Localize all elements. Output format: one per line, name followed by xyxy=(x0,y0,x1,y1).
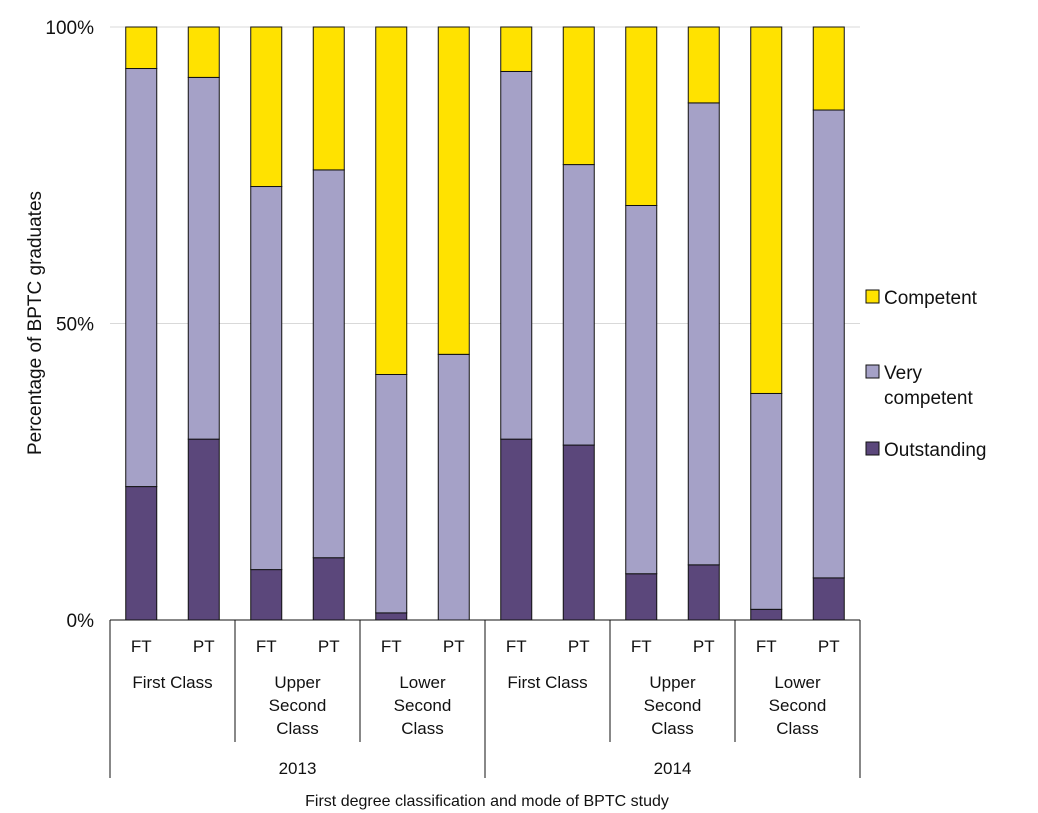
class-group-label: Class xyxy=(276,719,319,738)
legend-swatch xyxy=(865,441,880,456)
bar-segment-very-competent xyxy=(562,164,595,446)
bar-segment-outstanding xyxy=(187,438,220,621)
bar-segment-competent xyxy=(187,26,220,78)
x-tick-label: PT xyxy=(818,637,840,656)
x-tick-label: PT xyxy=(193,637,215,656)
bars xyxy=(125,26,845,621)
class-group-label: Class xyxy=(651,719,694,738)
bar-segment-very-competent xyxy=(312,169,345,559)
bar-segment-competent xyxy=(125,26,158,70)
bar-segment-outstanding xyxy=(687,564,720,621)
class-group-label: Second xyxy=(769,696,827,715)
bar-segment-very-competent xyxy=(750,392,783,610)
legend-label: Very xyxy=(884,363,923,384)
y-tick-label: 0% xyxy=(67,611,95,632)
year-group-label: 2014 xyxy=(654,759,692,778)
bar-segment-outstanding xyxy=(250,569,283,621)
bar-segment-outstanding xyxy=(812,577,845,621)
x-category-labels: FT PT FT PT FT PT FT PT FT PT FT PT First Class Upper… xyxy=(131,637,840,778)
y-tick-label: 100% xyxy=(45,18,94,39)
bar-segment-very-competent xyxy=(125,68,158,488)
bar-segment-competent xyxy=(812,26,845,111)
bar-segment-competent xyxy=(437,26,470,355)
bar-segment-outstanding xyxy=(125,486,158,621)
y-tick-labels: 0% 50% 100% xyxy=(45,18,94,632)
class-group-label: First Class xyxy=(507,673,587,692)
bar-segment-competent xyxy=(250,26,283,188)
bar-segment-competent xyxy=(500,26,533,72)
legend-swatch xyxy=(865,289,880,304)
bar-segment-very-competent xyxy=(500,70,533,440)
bar-segment-very-competent xyxy=(437,353,470,621)
bar-segment-outstanding xyxy=(625,573,658,621)
legend-label: competent xyxy=(884,388,973,409)
legend-label: Competent xyxy=(884,288,978,309)
x-tick-label: FT xyxy=(131,637,152,656)
year-group-label: 2013 xyxy=(279,759,317,778)
bar-segment-very-competent xyxy=(687,102,720,566)
bar-segment-outstanding xyxy=(375,612,408,621)
legend-swatch xyxy=(865,364,880,379)
legend: Competent Very competent Outstanding xyxy=(865,288,986,461)
bar-segment-very-competent xyxy=(187,76,220,440)
bar-segment-outstanding xyxy=(312,557,345,621)
bar-segment-outstanding xyxy=(750,608,783,621)
x-tick-label: PT xyxy=(318,637,340,656)
legend-label: Outstanding xyxy=(884,440,986,461)
x-tick-label: PT xyxy=(568,637,590,656)
bar-segment-competent xyxy=(687,26,720,104)
bar-segment-very-competent xyxy=(625,204,658,575)
x-axis-title: First degree classification and mode of … xyxy=(305,793,669,810)
x-tick-label: FT xyxy=(256,637,277,656)
x-tick-label: FT xyxy=(506,637,527,656)
bar-segment-competent xyxy=(312,26,345,171)
class-group-label: Class xyxy=(401,719,444,738)
class-group-label: Second xyxy=(394,696,452,715)
class-group-label: Second xyxy=(269,696,327,715)
class-group-label: Class xyxy=(776,719,819,738)
bar-segment-outstanding xyxy=(500,438,533,621)
class-group-label: Lower xyxy=(399,673,446,692)
x-tick-label: PT xyxy=(443,637,465,656)
bar-segment-very-competent xyxy=(375,373,408,614)
gridlines xyxy=(110,26,860,324)
x-tick-label: FT xyxy=(381,637,402,656)
class-group-label: Upper xyxy=(649,673,696,692)
class-group-label: Upper xyxy=(274,673,321,692)
x-tick-label: FT xyxy=(631,637,652,656)
axes xyxy=(109,619,861,778)
bar-segment-outstanding xyxy=(562,444,595,621)
bar-segment-very-competent xyxy=(812,109,845,579)
class-group-label: Second xyxy=(644,696,702,715)
y-axis-title: Percentage of BPTC graduates xyxy=(25,191,46,455)
x-tick-label: PT xyxy=(693,637,715,656)
bar-segment-very-competent xyxy=(250,186,283,571)
bar-segment-competent xyxy=(625,26,658,206)
bar-segment-competent xyxy=(375,26,408,375)
class-group-label: Lower xyxy=(774,673,821,692)
bar-segment-competent xyxy=(750,26,783,394)
class-group-label: First Class xyxy=(132,673,212,692)
y-tick-label: 50% xyxy=(56,315,94,336)
x-tick-label: FT xyxy=(756,637,777,656)
bar-segment-competent xyxy=(562,26,595,166)
